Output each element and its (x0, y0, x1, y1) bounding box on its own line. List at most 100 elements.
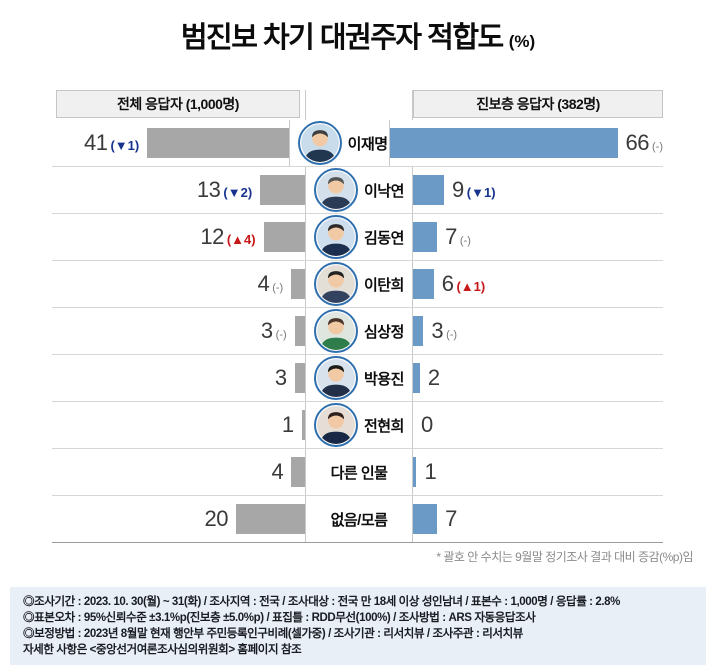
left-value: 13 (196, 177, 221, 202)
candidate-cell: 이낙연 (305, 167, 413, 213)
left-bar (291, 269, 305, 299)
right-value: 7 (445, 224, 457, 249)
candidate-photo (314, 356, 358, 400)
header-progressive-respondents: 진보층 응답자 (382명) (413, 90, 663, 118)
right-value: 6 (441, 271, 454, 296)
all-respondents-cell: 4 (-) (52, 261, 305, 307)
all-respondents-cell: 4 (52, 449, 305, 495)
candidate-row: 3 (-) 심상정 3 (-) (52, 308, 663, 355)
right-value: 2 (427, 365, 440, 390)
right-bar (389, 128, 618, 158)
left-value: 4 (257, 271, 270, 296)
right-bar (413, 222, 438, 252)
footer-line-1: ◎조사기간 : 2023. 10. 30(월) ~ 31(화) / 조사지역 :… (23, 596, 621, 608)
left-bar (294, 363, 305, 393)
left-change: (▲4) (226, 232, 256, 247)
title-text: 범진보 차기 대권주자 적합도 (180, 22, 504, 54)
progressive-respondents-cell: 6 (▲1) (413, 261, 663, 307)
right-bar (413, 269, 434, 299)
candidate-cell: 다른 인물 (305, 449, 413, 495)
left-bar (236, 504, 305, 534)
header-cell-left: 전체 응답자 (1,000명) (52, 90, 305, 120)
bar-chart: 전체 응답자 (1,000명) 진보층 응답자 (382명) 41 (▼1) 이… (52, 90, 663, 543)
chart-header: 전체 응답자 (1,000명) 진보층 응답자 (382명) (52, 90, 663, 120)
all-respondents-cell: 13 (▼2) (52, 167, 305, 213)
right-value: 9 (452, 177, 464, 202)
candidate-photo (314, 215, 358, 259)
right-change: (▼1) (466, 185, 496, 200)
left-bar (294, 316, 305, 346)
right-bar (413, 457, 417, 487)
candidate-name: 박용진 (364, 370, 404, 388)
left-bar (263, 222, 305, 252)
progressive-respondents-cell: 3 (-) (413, 308, 663, 354)
right-change: (-) (652, 141, 663, 153)
right-change: (-) (446, 329, 458, 341)
left-change: (-) (272, 282, 284, 294)
candidate-photo (314, 168, 358, 212)
right-bar (413, 175, 445, 205)
left-value: 41 (83, 130, 108, 155)
candidate-name: 김동연 (364, 229, 404, 247)
left-change: (-) (275, 329, 287, 341)
candidate-name: 이낙연 (364, 182, 404, 200)
right-change: (▲1) (456, 279, 486, 294)
candidate-name: 이탄희 (364, 276, 404, 294)
progressive-respondents-cell: 7 (413, 496, 663, 542)
right-value: 66 (625, 130, 650, 155)
candidate-photo (314, 262, 358, 306)
progressive-respondents-cell: 2 (413, 355, 663, 401)
page-title: 범진보 차기 대권주자 적합도 (%) (0, 14, 716, 56)
candidate-name: 심상정 (364, 323, 404, 341)
footer-line-4: 자세한 사항은 <중앙선거여론조사심의위원회> 홈페이지 참조 (23, 644, 302, 656)
candidate-row: 20 없음/모름 7 (52, 496, 663, 543)
candidate-name: 이재명 (347, 135, 388, 153)
candidate-cell: 전현희 (305, 402, 413, 448)
progressive-respondents-cell: 66 (-) (389, 120, 663, 166)
candidate-photo (314, 309, 358, 353)
footer-line-3: ◎보정방법 : 2023년 8월말 현재 행안부 주민등록인구비례(셀가중) /… (23, 628, 523, 640)
left-bar (291, 457, 305, 487)
candidate-row: 13 (▼2) 이낙연 9 (▼1) (52, 167, 663, 214)
left-value: 3 (274, 365, 287, 390)
left-change: (▼1) (110, 138, 140, 153)
left-bar (260, 175, 305, 205)
right-value: 0 (421, 412, 433, 437)
footer-line-2: ◎표본오차 : 95%신뢰수준 ±3.1%p(진보층 ±5.0%p) / 표집틀… (23, 612, 536, 624)
chart-footnote: * 괄호 안 수치는 9월말 정기조사 결과 대비 증감(%p)임 (436, 550, 693, 564)
left-bar (301, 410, 305, 440)
candidate-cell: 박용진 (305, 355, 413, 401)
right-change: (-) (459, 235, 471, 247)
progressive-respondents-cell: 0 (413, 402, 663, 448)
header-all-respondents: 전체 응답자 (1,000명) (56, 90, 300, 118)
right-bar (413, 504, 438, 534)
progressive-respondents-cell: 1 (413, 449, 663, 495)
right-bar (413, 363, 420, 393)
progressive-respondents-cell: 9 (▼1) (413, 167, 663, 213)
all-respondents-cell: 3 (-) (52, 308, 305, 354)
title-unit: (%) (508, 32, 536, 51)
left-bar (147, 128, 289, 158)
candidate-photo (297, 121, 342, 165)
candidate-row: 1 전현희 0 (52, 402, 663, 449)
candidate-row: 4 다른 인물 1 (52, 449, 663, 496)
candidate-row: 4 (-) 이탄희 6 (▲1) (52, 261, 663, 308)
all-respondents-cell: 41 (▼1) (52, 120, 289, 166)
survey-method-footer: ◎조사기간 : 2023. 10. 30(월) ~ 31(화) / 조사지역 :… (10, 587, 706, 665)
right-value: 3 (431, 318, 444, 343)
candidate-name: 없음/모름 (330, 511, 388, 529)
right-value: 7 (445, 506, 457, 531)
candidate-name: 다른 인물 (330, 464, 388, 482)
candidate-row: 3 박용진 2 (52, 355, 663, 402)
candidate-cell: 심상정 (305, 308, 413, 354)
candidate-row: 12 (▲4) 김동연 7 (-) (52, 214, 663, 261)
candidate-name: 전현희 (364, 417, 404, 435)
left-value: 12 (200, 224, 224, 249)
candidate-cell: 이탄희 (305, 261, 413, 307)
left-change: (▼2) (223, 185, 253, 200)
all-respondents-cell: 3 (52, 355, 305, 401)
left-value: 20 (204, 506, 229, 531)
header-cell-right: 진보층 응답자 (382명) (413, 90, 663, 120)
left-value: 4 (271, 459, 284, 484)
